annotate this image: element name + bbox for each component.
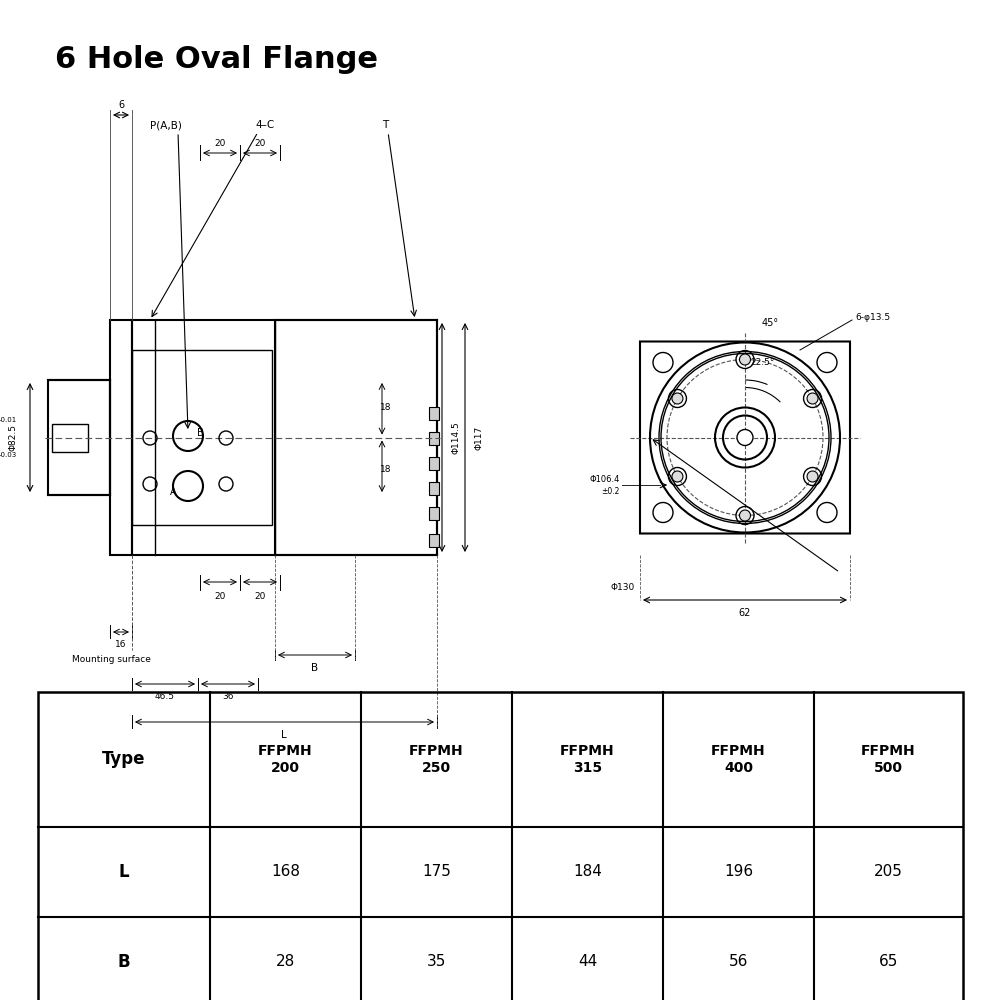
Text: 56: 56 [729,954,748,970]
Text: FFPMH
200: FFPMH 200 [258,744,313,775]
Text: Type: Type [102,750,146,768]
Bar [275,320,437,555]
Bar [429,407,439,420]
Text: 44: 44 [578,954,597,970]
Circle shape [740,510,750,521]
Circle shape [807,393,818,404]
Circle shape [672,471,683,482]
Text: 20: 20 [214,139,226,148]
Text: 45°: 45° [761,318,779,328]
Text: 184: 184 [573,864,602,880]
Text: Mounting surface: Mounting surface [72,656,151,664]
Text: FFPMH
315: FFPMH 315 [560,744,615,775]
Text: 62: 62 [739,608,751,618]
Bar [110,320,132,555]
Circle shape [740,354,750,365]
Text: -0.01: -0.01 [0,417,17,423]
Text: Φ82.5: Φ82.5 [8,424,17,451]
Text: 20: 20 [254,592,266,601]
Text: FFPMH
400: FFPMH 400 [711,744,766,775]
Text: Φ114.5: Φ114.5 [452,421,461,454]
Text: 18: 18 [380,402,392,412]
Bar [38,692,963,1000]
Text: L: L [281,730,287,740]
Bar [48,380,110,495]
Text: 4–C: 4–C [255,120,274,130]
Text: 65: 65 [879,954,898,970]
Text: ±0.2: ±0.2 [602,488,620,496]
Text: 6 Hole Oval Flange: 6 Hole Oval Flange [55,45,378,74]
Text: Φ130: Φ130 [611,584,635,592]
Circle shape [807,471,818,482]
Bar [429,507,439,520]
Text: 22.5°: 22.5° [750,358,774,367]
Bar [429,482,439,495]
Text: 35: 35 [427,954,446,970]
Text: 46.5: 46.5 [155,692,175,701]
Text: P(A,B): P(A,B) [150,120,182,130]
Text: -0.03: -0.03 [0,452,17,458]
Text: 6: 6 [118,100,124,110]
Text: B: B [118,953,130,971]
Text: L: L [119,863,129,881]
Text: T: T [382,120,388,130]
Bar [429,457,439,470]
Bar [52,424,88,452]
Circle shape [672,393,683,404]
Text: 28: 28 [276,954,295,970]
Text: 20: 20 [254,139,266,148]
Text: FFPMH
250: FFPMH 250 [409,744,464,775]
Text: 20: 20 [214,592,226,601]
Text: Φ106.4: Φ106.4 [590,476,620,485]
Bar [429,432,439,445]
Text: FFPMH
500: FFPMH 500 [861,744,916,775]
Text: B: B [311,663,319,673]
Circle shape [737,430,753,446]
Text: 205: 205 [874,864,903,880]
Text: 36: 36 [222,692,234,701]
Bar [132,350,272,525]
Text: 16: 16 [115,640,127,649]
Text: 196: 196 [724,864,753,880]
Text: A: A [170,487,177,497]
Text: 175: 175 [422,864,451,880]
Text: 6-φ13.5: 6-φ13.5 [855,314,890,322]
Text: B: B [197,428,204,438]
Text: 168: 168 [271,864,300,880]
Text: Φ117: Φ117 [475,425,484,450]
Text: 18: 18 [380,466,392,475]
Bar [429,534,439,547]
